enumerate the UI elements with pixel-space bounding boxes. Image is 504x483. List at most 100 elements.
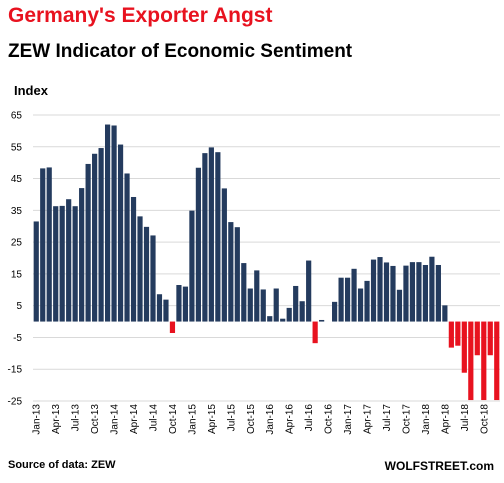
bar [370, 259, 377, 322]
x-tick-label: Jan-18 [421, 404, 432, 435]
bar [79, 188, 85, 322]
bar [396, 289, 403, 322]
x-tick-label: Jan-15 [187, 404, 198, 435]
bar [494, 321, 500, 401]
bar [344, 277, 351, 322]
bar [46, 167, 52, 322]
bar [117, 144, 124, 322]
bar [182, 286, 189, 322]
bar [293, 285, 299, 322]
y-tick-label: 55 [11, 142, 23, 153]
bar [442, 305, 448, 322]
x-tick-label: Apr-17 [363, 404, 374, 434]
bar [286, 307, 292, 322]
bar [319, 319, 325, 322]
bar [111, 125, 117, 322]
x-tick-label: Jul-15 [226, 404, 237, 432]
x-tick-label: Oct-17 [401, 404, 412, 434]
bar [59, 205, 65, 322]
y-tick-label: 65 [11, 111, 23, 122]
x-tick-label: Jan-13 [32, 404, 43, 435]
x-tick-label: Jul-16 [304, 404, 315, 432]
bars [33, 124, 500, 401]
bar [409, 262, 416, 322]
bar [332, 301, 338, 322]
bar [72, 206, 78, 322]
bar [254, 270, 260, 322]
bar [33, 221, 39, 322]
x-tick-label: Oct-16 [324, 404, 335, 434]
x-tick-label: Jul-14 [148, 404, 159, 432]
bar [312, 321, 318, 344]
bar [280, 318, 286, 322]
bar [455, 321, 461, 346]
bar [461, 321, 467, 373]
chart-subtitle: ZEW Indicator of Economic Sentiment [8, 41, 353, 62]
bar [377, 257, 383, 322]
bar [53, 206, 59, 322]
x-tick-label: Oct-18 [479, 404, 490, 434]
x-tick-label: Apr-18 [440, 404, 451, 434]
bar [487, 321, 493, 356]
bar [215, 152, 221, 322]
bar [105, 124, 111, 322]
bar [98, 148, 104, 322]
bar [273, 288, 279, 322]
bar [92, 153, 98, 322]
bar [241, 263, 247, 322]
bar [338, 277, 344, 322]
x-tick-label: Jan-14 [110, 404, 121, 435]
bar [202, 153, 208, 322]
bar [221, 188, 227, 322]
y-tick-label: 5 [16, 301, 22, 312]
bar [435, 264, 441, 322]
bar [169, 321, 176, 333]
bar [357, 288, 364, 322]
gridlines [33, 114, 500, 402]
x-tick-label: Jul-17 [382, 404, 393, 432]
bar [85, 163, 91, 322]
bar [156, 294, 163, 322]
bar [247, 288, 253, 322]
bar [208, 147, 214, 322]
bar [299, 301, 305, 322]
bar [189, 210, 195, 322]
y-axis-label: Index [14, 83, 48, 98]
x-tick-label: Apr-14 [129, 404, 140, 434]
bar [137, 216, 143, 322]
bar [124, 173, 130, 322]
source-note: Source of data: ZEW [8, 459, 116, 471]
bar [130, 196, 137, 322]
bar [228, 222, 234, 322]
bar [195, 167, 201, 322]
chart-title: Germany's Exporter Angst [8, 4, 273, 27]
bar [150, 235, 156, 322]
x-tick-label: Oct-15 [246, 404, 257, 434]
y-tick-label: 45 [11, 174, 23, 185]
watermark: WOLFSTREET.com [384, 459, 494, 473]
x-tick-label: Oct-13 [90, 404, 101, 434]
x-tick-label: Apr-16 [285, 404, 296, 434]
y-tick-label: -15 [8, 365, 23, 376]
bar [306, 260, 312, 322]
x-tick-label: Oct-14 [168, 404, 179, 434]
bar [429, 256, 435, 322]
y-tick-label: 25 [11, 238, 23, 249]
bar [260, 289, 266, 322]
bar [416, 262, 422, 322]
bar [390, 265, 396, 322]
bar [364, 280, 370, 322]
x-tick-labels: Jan-13 Apr-13 Jul-13 Oct-13 Jan-14 Apr-14 Jul-… [32, 404, 491, 435]
bar [66, 199, 72, 322]
bar [40, 168, 46, 322]
bar [422, 264, 429, 322]
bar [163, 299, 169, 322]
x-tick-label: Apr-15 [207, 404, 218, 434]
y-tick-label: -25 [8, 397, 23, 408]
bar [468, 321, 474, 401]
bar [474, 321, 480, 356]
x-tick-label: Jan-17 [343, 404, 354, 435]
y-tick-label: -5 [13, 333, 22, 344]
bar [234, 227, 240, 322]
